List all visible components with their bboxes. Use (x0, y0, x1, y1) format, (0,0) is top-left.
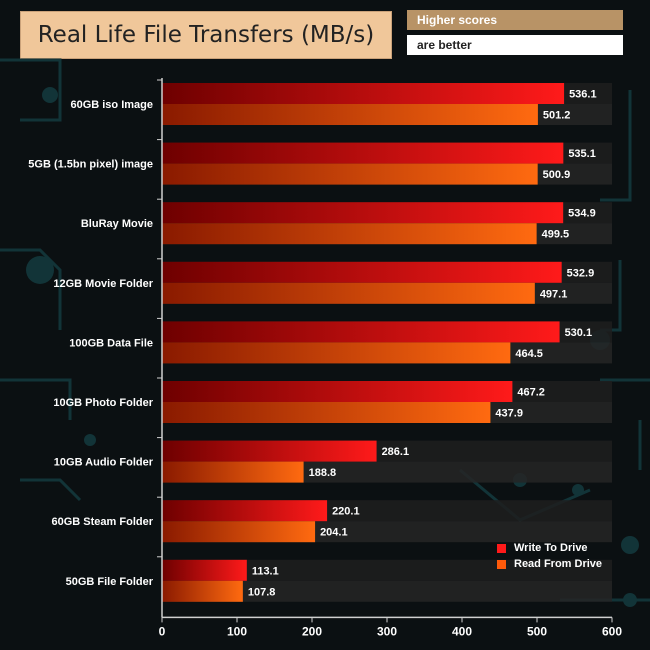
category-label: 5GB (1.5bn pixel) image (28, 159, 153, 171)
legend-label-write: Write To Drive (514, 542, 588, 554)
circuit-node-1 (26, 256, 54, 284)
bar-read (162, 521, 316, 543)
data-label-read: 188.8 (309, 467, 337, 479)
x-tick-label: 400 (452, 624, 472, 638)
legend-swatch-write (497, 543, 506, 553)
circuit-trace-1 (0, 248, 62, 330)
data-label-write: 536.1 (569, 89, 597, 101)
bar-write (162, 83, 565, 104)
data-label-read: 107.8 (248, 586, 276, 598)
x-tick-label: 600 (602, 624, 622, 638)
circuit-trace-0 (0, 58, 62, 122)
bar-read (162, 163, 538, 185)
category-label: 100GB Data File (69, 337, 153, 349)
x-tick-label: 100 (227, 624, 247, 638)
data-label-read: 204.1 (320, 527, 348, 539)
data-label-write: 535.1 (568, 148, 596, 160)
bar-write (162, 202, 564, 224)
bar-write (162, 321, 560, 343)
data-label-write: 467.2 (517, 387, 545, 399)
circuit-node-6 (572, 484, 584, 496)
x-tick-label: 0 (159, 624, 166, 638)
legend: Write To Drive Read From Drive (497, 540, 602, 572)
circuit-node-4 (621, 536, 639, 554)
data-label-write: 286.1 (382, 446, 410, 458)
data-label-write: 113.1 (252, 565, 279, 577)
data-label-write: 532.9 (567, 267, 595, 279)
bar-write (162, 261, 562, 283)
are-better-note: are better (407, 35, 623, 55)
legend-item-write: Write To Drive (497, 540, 602, 556)
circuit-trace-8 (20, 478, 82, 502)
data-label-read: 501.2 (543, 110, 571, 122)
data-label-read: 499.5 (542, 229, 570, 241)
data-label-write: 534.9 (568, 208, 596, 220)
data-label-read: 497.1 (540, 288, 568, 300)
bar-read (162, 342, 511, 364)
bar-write (162, 500, 328, 522)
category-label: BluRay Movie (81, 218, 153, 230)
category-label: 12GB Movie Folder (53, 278, 153, 290)
legend-swatch-read (497, 559, 506, 569)
bar-write (162, 381, 513, 402)
bar-write (162, 559, 247, 581)
x-tick-label: 200 (302, 624, 322, 638)
bar-read (162, 461, 304, 483)
data-label-read: 437.9 (495, 408, 523, 420)
data-label-read: 464.5 (515, 348, 543, 360)
bar-write (162, 142, 564, 164)
category-label: 10GB Photo Folder (53, 397, 153, 409)
circuit-node-0 (42, 87, 58, 103)
category-label: 50GB File Folder (66, 576, 154, 588)
circuit-node-7 (623, 593, 637, 607)
chart-title: Real Life File Transfers (MB/s) (20, 11, 392, 59)
bar-track (162, 580, 612, 602)
bar-write (162, 440, 377, 462)
bar-read (162, 282, 535, 304)
data-label-read: 500.9 (543, 169, 571, 181)
data-label-write: 220.1 (332, 506, 360, 518)
category-label: 10GB Audio Folder (54, 457, 154, 469)
x-tick-label: 300 (377, 624, 397, 638)
category-label: 60GB iso Image (70, 99, 153, 111)
legend-label-read: Read From Drive (514, 558, 603, 570)
bar-read (162, 580, 243, 602)
bar-read (162, 402, 491, 423)
data-label-write: 530.1 (565, 327, 593, 339)
bar-read (162, 104, 538, 125)
circuit-node-2 (84, 434, 96, 446)
legend-item-read: Read From Drive (497, 556, 602, 572)
circuit-trace-3 (600, 90, 632, 202)
circuit-trace-2 (0, 378, 72, 420)
higher-scores-note: Higher scores (407, 10, 623, 30)
x-tick-label: 500 (527, 624, 547, 638)
category-label: 60GB Steam Folder (52, 516, 154, 528)
bar-read (162, 223, 537, 245)
